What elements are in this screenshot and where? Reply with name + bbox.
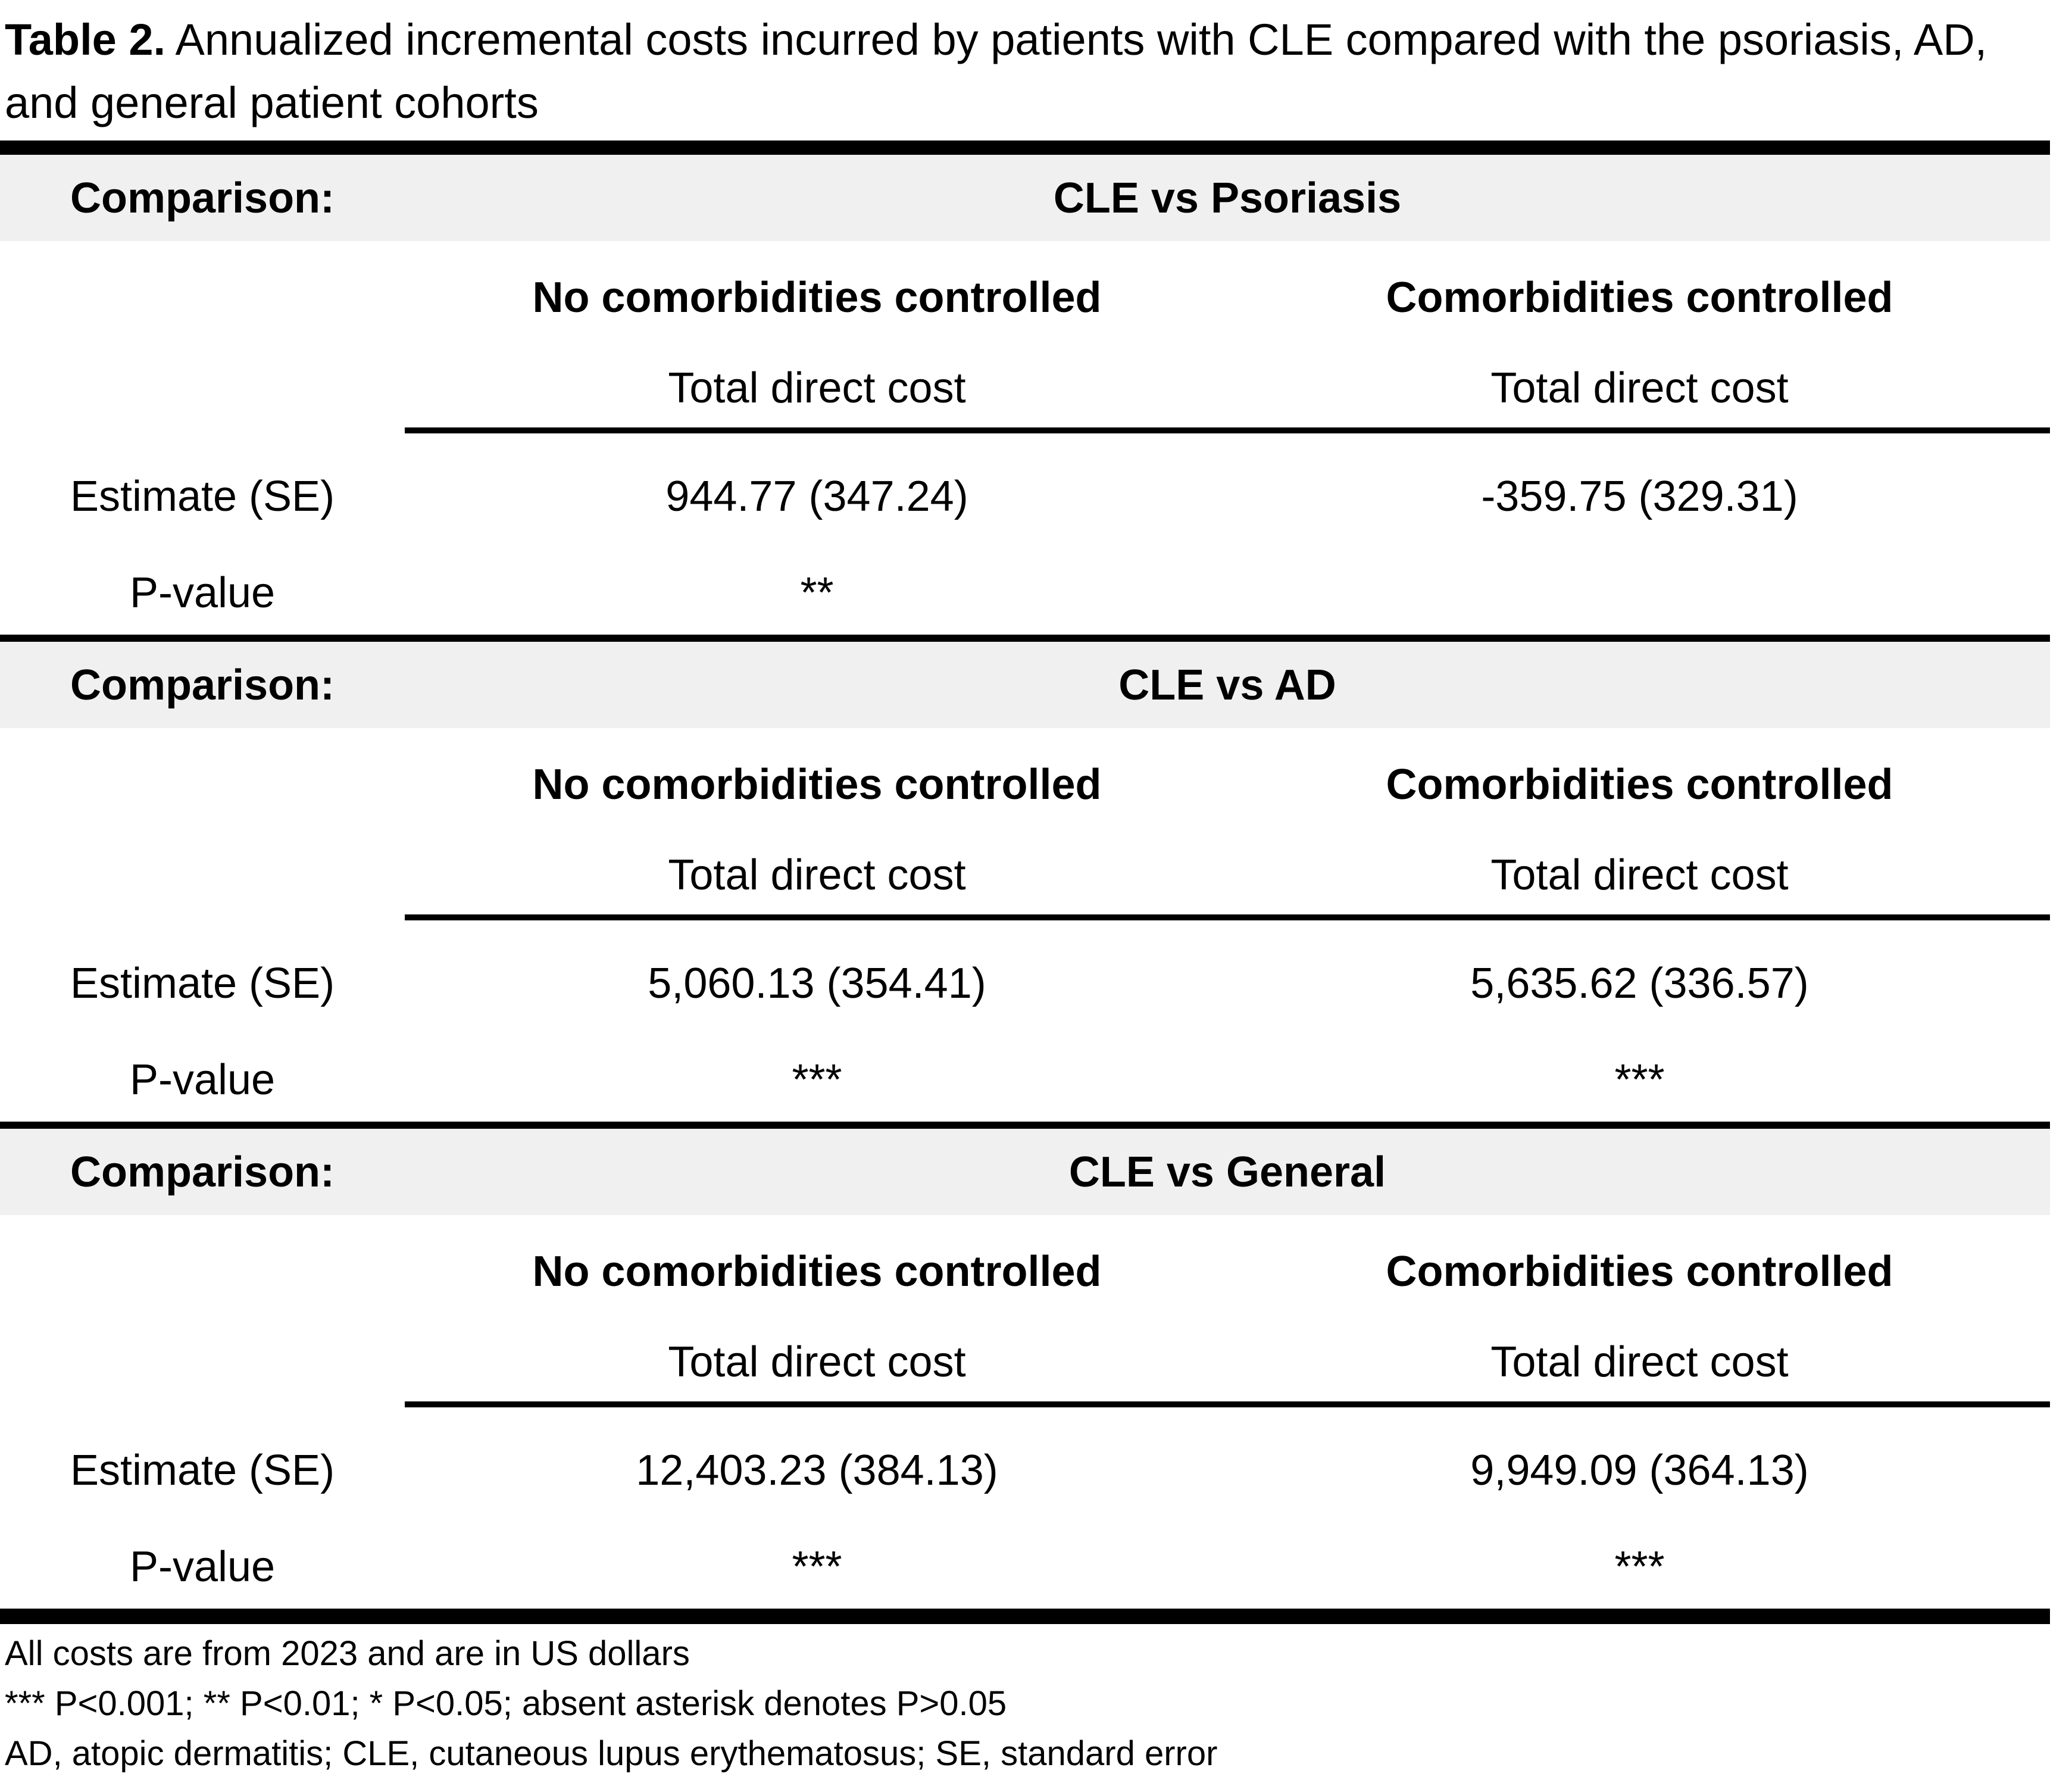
footnote-abbreviations: AD, atopic dermatitis; CLE, cutaneous lu… xyxy=(5,1734,1218,1773)
col-header-no-comorbidities: No comorbidities controlled xyxy=(532,1248,1102,1295)
comparison-band: Comparison: CLE vs General xyxy=(0,1129,2050,1215)
pvalue-label: P-value xyxy=(129,1543,276,1591)
table-title-text: Annualized incremental costs incurred by… xyxy=(5,15,1987,127)
estimate-label: Estimate (SE) xyxy=(70,960,335,1007)
comparison-value: CLE vs Psoriasis xyxy=(1053,174,1402,222)
estimate-comorbidities: -359.75 (329.31) xyxy=(1481,473,1798,520)
col-header-no-comorbidities: No comorbidities controlled xyxy=(532,761,1102,808)
subheader-underline xyxy=(405,914,2050,920)
subheader-total-direct-cost: Total direct cost xyxy=(668,851,966,899)
subheader-row: Total direct cost Total direct cost xyxy=(0,1338,2050,1386)
estimate-label: Estimate (SE) xyxy=(70,1447,335,1494)
pvalue-row: P-value *** *** xyxy=(0,1056,2050,1104)
section-cle-vs-psoriasis: Comparison: CLE vs Psoriasis No comorbid… xyxy=(0,155,2072,635)
column-headers-row: No comorbidities controlled Comorbiditie… xyxy=(0,1248,2050,1295)
subheader-total-direct-cost: Total direct cost xyxy=(1490,851,1789,899)
pvalue-row: P-value ** xyxy=(0,569,2050,617)
estimate-no-comorbidities: 12,403.23 (384.13) xyxy=(636,1447,998,1494)
pvalue-label: P-value xyxy=(129,569,276,617)
comparison-value: CLE vs AD xyxy=(1118,661,1336,709)
pvalue-comorbidities: *** xyxy=(1614,1543,1665,1591)
col-header-comorbidities: Comorbidities controlled xyxy=(1386,274,1893,321)
col-header-comorbidities: Comorbidities controlled xyxy=(1386,761,1893,808)
comparison-band: Comparison: CLE vs AD xyxy=(0,642,2050,728)
pvalue-no-comorbidities: *** xyxy=(792,1543,842,1591)
section-cle-vs-ad: Comparison: CLE vs AD No comorbidities c… xyxy=(0,642,2072,1122)
table-number-label: Table 2. xyxy=(5,15,166,64)
bottom-rule xyxy=(0,1609,2050,1624)
section-divider xyxy=(0,635,2050,642)
estimate-comorbidities: 5,635.62 (336.57) xyxy=(1470,960,1809,1007)
comparison-band: Comparison: CLE vs Psoriasis xyxy=(0,155,2050,241)
comparison-label: Comparison: xyxy=(70,1148,335,1196)
footnote-costs-year: All costs are from 2023 and are in US do… xyxy=(5,1634,690,1673)
col-header-comorbidities: Comorbidities controlled xyxy=(1386,1248,1893,1295)
estimate-row: Estimate (SE) 944.77 (347.24) -359.75 (3… xyxy=(0,473,2050,520)
estimate-label: Estimate (SE) xyxy=(70,473,335,520)
estimate-no-comorbidities: 5,060.13 (354.41) xyxy=(648,960,986,1007)
comparison-value: CLE vs General xyxy=(1068,1148,1386,1196)
estimate-row: Estimate (SE) 12,403.23 (384.13) 9,949.0… xyxy=(0,1447,2050,1494)
estimate-no-comorbidities: 944.77 (347.24) xyxy=(665,473,968,520)
col-header-no-comorbidities: No comorbidities controlled xyxy=(532,274,1102,321)
subheader-total-direct-cost: Total direct cost xyxy=(1490,364,1789,412)
comparison-label: Comparison: xyxy=(70,661,335,709)
subheader-row: Total direct cost Total direct cost xyxy=(0,364,2050,412)
subheader-total-direct-cost: Total direct cost xyxy=(668,364,966,412)
column-headers-row: No comorbidities controlled Comorbiditie… xyxy=(0,274,2050,321)
subheader-row: Total direct cost Total direct cost xyxy=(0,851,2050,899)
subheader-total-direct-cost: Total direct cost xyxy=(1490,1338,1789,1386)
subheader-underline xyxy=(405,427,2050,433)
section-cle-vs-general: Comparison: CLE vs General No comorbidit… xyxy=(0,1129,2072,1609)
comparison-label: Comparison: xyxy=(70,174,335,222)
pvalue-no-comorbidities: *** xyxy=(792,1056,842,1104)
estimate-row: Estimate (SE) 5,060.13 (354.41) 5,635.62… xyxy=(0,960,2050,1007)
footnote-pvalue-legend: *** P<0.001; ** P<0.01; * P<0.05; absent… xyxy=(5,1684,1007,1723)
pvalue-row: P-value *** *** xyxy=(0,1543,2050,1591)
section-divider xyxy=(0,1122,2050,1129)
pvalue-label: P-value xyxy=(129,1056,276,1104)
pvalue-comorbidities: *** xyxy=(1614,1056,1665,1104)
column-headers-row: No comorbidities controlled Comorbiditie… xyxy=(0,761,2050,808)
subheader-underline xyxy=(405,1401,2050,1407)
pvalue-no-comorbidities: ** xyxy=(800,569,834,617)
estimate-comorbidities: 9,949.09 (364.13) xyxy=(1470,1447,1809,1494)
top-rule xyxy=(0,140,2050,155)
subheader-total-direct-cost: Total direct cost xyxy=(668,1338,966,1386)
footnotes: All costs are from 2023 and are in US do… xyxy=(0,1624,2072,1779)
table-title: Table 2. Annualized incremental costs in… xyxy=(0,0,2058,135)
